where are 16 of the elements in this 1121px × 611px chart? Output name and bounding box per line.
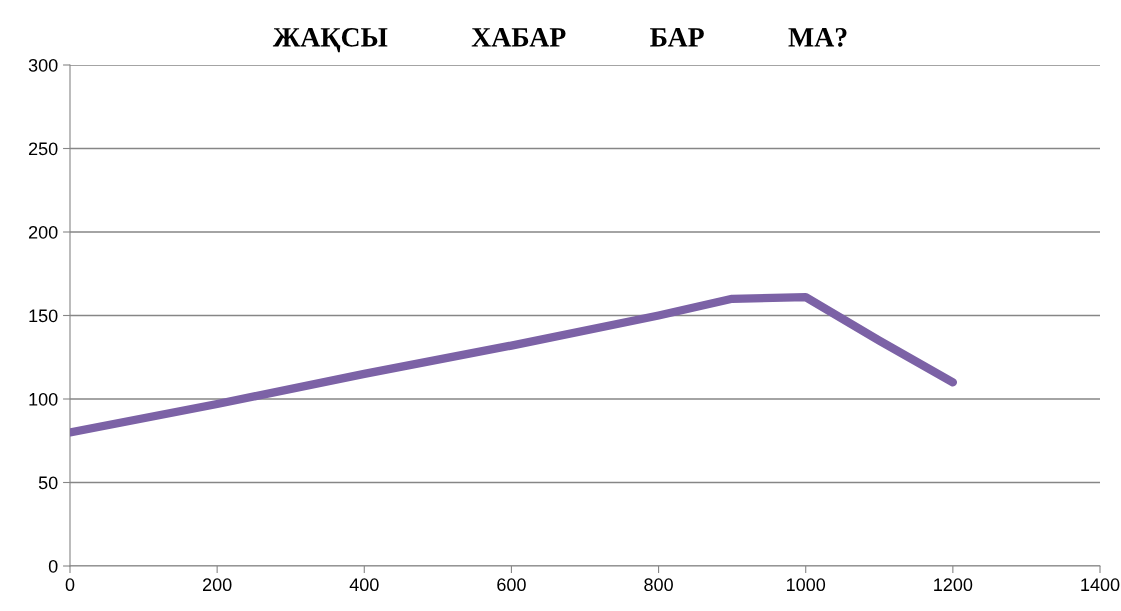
y-tick-label: 300 bbox=[28, 58, 58, 72]
y-tick-label: 0 bbox=[48, 559, 58, 573]
x-tick-label: 1200 bbox=[934, 578, 973, 592]
x-tick-label: 1400 bbox=[1081, 578, 1120, 592]
y-tick-label: 150 bbox=[29, 309, 58, 323]
x-tick-label: 1000 bbox=[787, 578, 826, 592]
y-tick-label: 200 bbox=[28, 225, 58, 239]
x-tick-label: 400 bbox=[349, 578, 379, 592]
y-tick-label: 100 bbox=[29, 392, 58, 406]
x-tick-label: 800 bbox=[644, 578, 673, 592]
x-tick-label: 600 bbox=[497, 578, 526, 592]
x-tick-label: 200 bbox=[202, 578, 232, 592]
y-tick-label: 250 bbox=[28, 142, 58, 156]
y-tick-label: 50 bbox=[38, 476, 58, 490]
x-tick-label: 0 bbox=[65, 578, 75, 592]
chart-title: ЖАҚСЫ ХАБАР БАР МА? bbox=[272, 27, 847, 53]
